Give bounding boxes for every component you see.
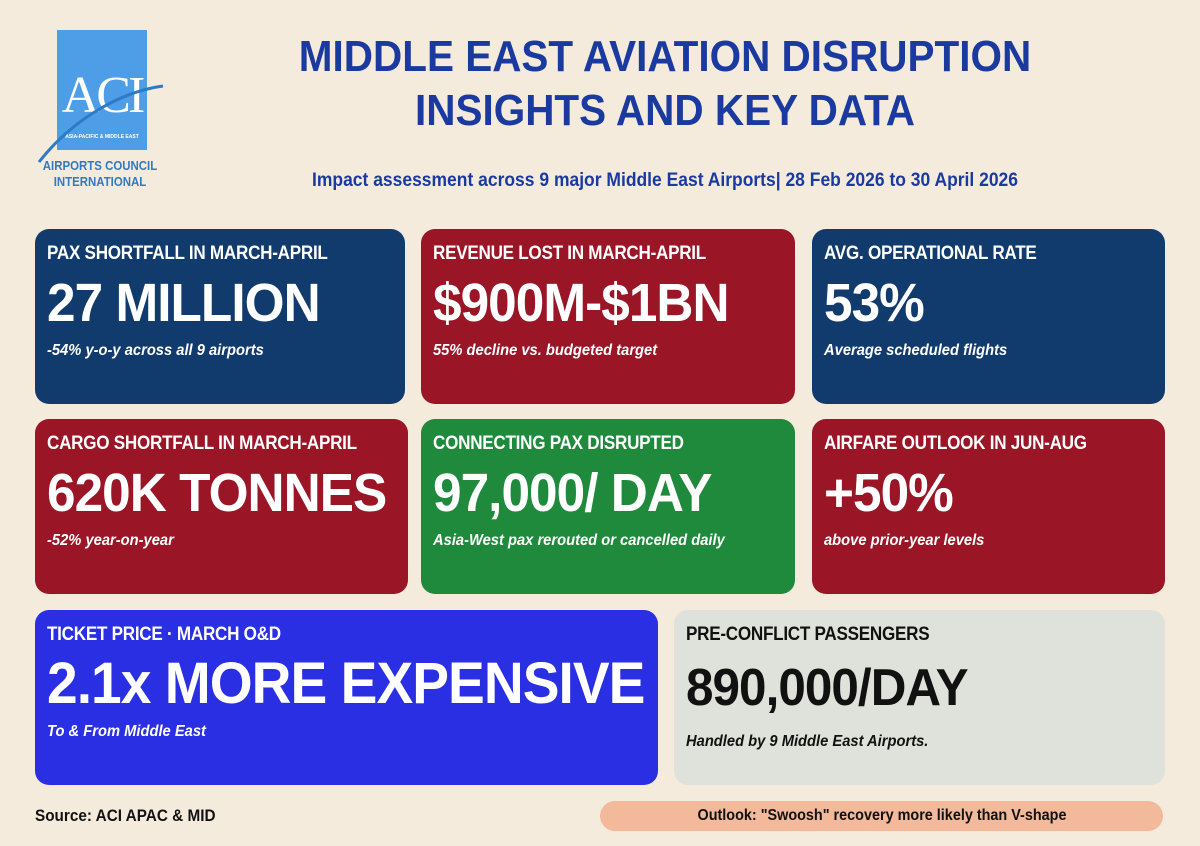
logo-org-line1: AIRPORTS COUNCIL: [42, 158, 158, 173]
card-label: PAX SHORTFALL IN MARCH-APRIL: [47, 243, 328, 264]
card-label: PRE-CONFLICT PASSENGERS: [686, 624, 930, 645]
card-ticket-price: TICKET PRICE · MARCH O&D 2.1x MORE EXPEN…: [35, 610, 658, 785]
title-line2: INSIGHTS AND KEY DATA: [414, 86, 916, 135]
card-note: 55% decline vs. budgeted target: [433, 342, 658, 359]
logo-org-name: AIRPORTS COUNCIL INTERNATIONAL: [43, 158, 157, 190]
outlook-pill: Outlook: "Swoosh" recovery more likely t…: [600, 801, 1163, 831]
card-cargo-shortfall: CARGO SHORTFALL IN MARCH-APRIL 620K TONN…: [35, 419, 408, 594]
card-note: To & From Middle East: [47, 723, 206, 740]
card-note: above prior-year levels: [824, 532, 985, 549]
card-value: 97,000/ DAY: [433, 463, 713, 523]
card-revenue-lost: REVENUE LOST IN MARCH-APRIL $900M-$1BN 5…: [421, 229, 795, 404]
card-label: TICKET PRICE · MARCH O&D: [47, 624, 281, 645]
page-subtitle: Impact assessment across 9 major Middle …: [311, 170, 1019, 191]
card-label: AIRFARE OUTLOOK IN JUN-AUG: [824, 433, 1087, 454]
card-connecting-pax: CONNECTING PAX DISRUPTED 97,000/ DAY Asi…: [421, 419, 795, 594]
source-note: Source: ACI APAC & MID: [35, 806, 216, 825]
swoosh-icon: [37, 84, 164, 163]
card-value: 890,000/DAY: [686, 659, 969, 717]
card-label: CARGO SHORTFALL IN MARCH-APRIL: [47, 433, 357, 454]
logo-tagline: ASIA-PACIFIC & MIDDLE EAST: [65, 134, 139, 140]
card-value: 27 MILLION: [47, 273, 321, 333]
page-title: MIDDLE EAST AVIATION DISRUPTION INSIGHTS…: [219, 30, 1111, 138]
card-operational-rate: AVG. OPERATIONAL RATE 53% Average schedu…: [812, 229, 1165, 404]
card-label: REVENUE LOST IN MARCH-APRIL: [433, 243, 706, 264]
card-value: +50%: [824, 463, 954, 523]
card-value: 2.1x MORE EXPENSIVE: [47, 651, 645, 716]
card-value: 620K TONNES: [47, 463, 387, 523]
card-label: CONNECTING PAX DISRUPTED: [433, 433, 684, 454]
card-label: AVG. OPERATIONAL RATE: [824, 243, 1037, 264]
title-line1: MIDDLE EAST AVIATION DISRUPTION: [298, 32, 1032, 81]
card-note: Asia-West pax rerouted or cancelled dail…: [433, 532, 725, 549]
card-value: $900M-$1BN: [433, 273, 730, 333]
card-pax-shortfall: PAX SHORTFALL IN MARCH-APRIL 27 MILLION …: [35, 229, 405, 404]
card-note: Average scheduled flights: [824, 342, 1008, 359]
card-note: Handled by 9 Middle East Airports.: [686, 733, 929, 750]
logo-org-line2: INTERNATIONAL: [53, 174, 147, 189]
card-airfare-outlook: AIRFARE OUTLOOK IN JUN-AUG +50% above pr…: [812, 419, 1165, 594]
outlook-text: Outlook: "Swoosh" recovery more likely t…: [697, 807, 1066, 824]
card-note: -52% year-on-year: [47, 532, 174, 549]
card-pre-conflict-passengers: PRE-CONFLICT PASSENGERS 890,000/DAY Hand…: [674, 610, 1165, 785]
card-note: -54% y-o-y across all 9 airports: [47, 342, 264, 359]
logo-mark-text: ACI: [61, 67, 146, 124]
card-value: 53%: [824, 273, 925, 333]
aci-logo: ACI ASIA-PACIFIC & MIDDLE EAST AIRPORTS …: [35, 26, 165, 196]
